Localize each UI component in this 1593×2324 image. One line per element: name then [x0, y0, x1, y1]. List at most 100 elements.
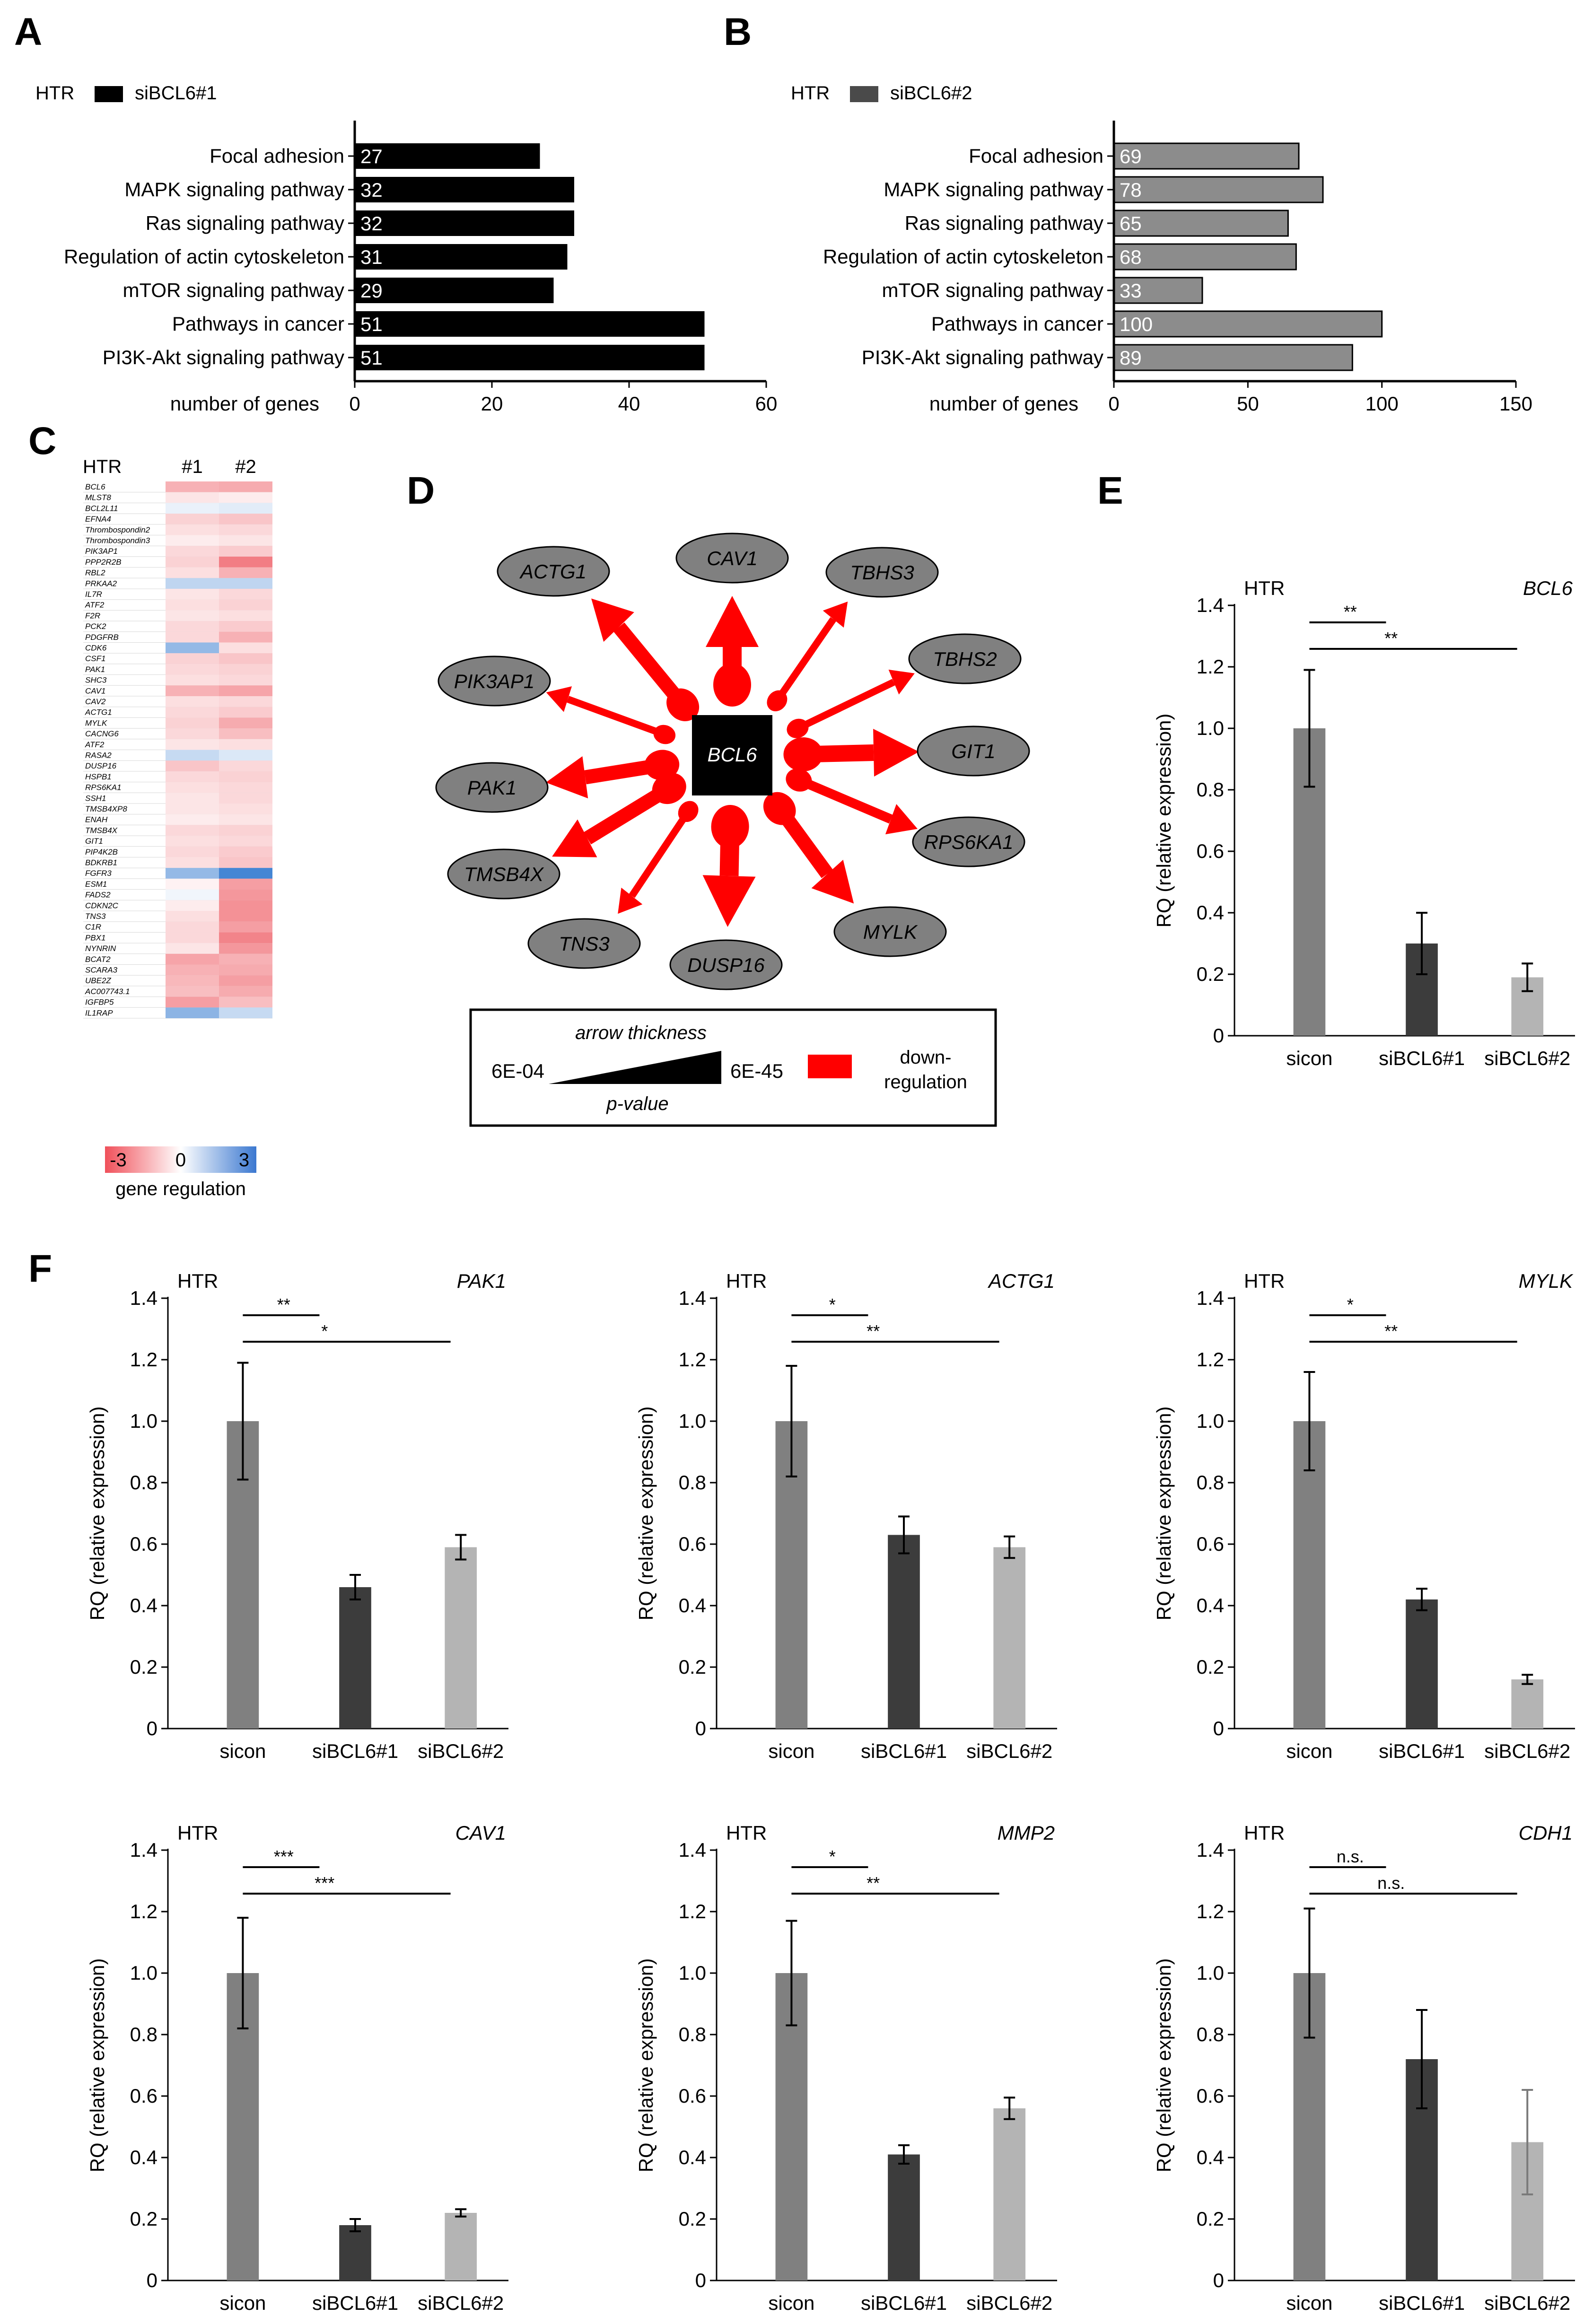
- heatmap-gene-label: ATF2: [85, 740, 105, 749]
- y-tick-label: 0.2: [130, 2208, 158, 2230]
- heatmap-title: HTR: [83, 456, 122, 477]
- bar: [1113, 344, 1353, 371]
- center-node-label: BCL6: [707, 743, 757, 766]
- heatmap-cell: [166, 889, 219, 900]
- y-tick-label: 1.4: [130, 1287, 158, 1309]
- y-tick-label: 1.2: [130, 1900, 158, 1922]
- arrow-head-mylk: [811, 859, 854, 904]
- panel-a: HTR siBCL6#1 Focal adhesion 27 MAPK signalin…: [35, 83, 777, 415]
- y-tick-label: 0: [1213, 2269, 1224, 2291]
- heatmap-gene-label: HSPB1: [85, 772, 112, 781]
- node-rps6ka1: [912, 816, 1025, 867]
- center-node: [692, 715, 772, 795]
- y-tick-label: 0: [147, 1717, 158, 1739]
- heatmap-cell: [166, 932, 219, 944]
- bar-value-label: 51: [360, 313, 383, 335]
- heatmap-cell: [219, 599, 272, 611]
- heatmap-gene-label: TMSB4X: [85, 826, 118, 835]
- color-scale-bar: [105, 1146, 256, 1173]
- cell-line-label: HTR: [726, 1270, 767, 1292]
- legend-cell-line: HTR: [791, 83, 830, 104]
- bar: [355, 244, 568, 270]
- y-tick-label: 0.2: [679, 1656, 706, 1678]
- gene-label: ACTG1: [987, 1270, 1055, 1292]
- panel-b: HTR siBCL6#2 Focal adhesion 69 MAPK signalin…: [791, 83, 1532, 415]
- heatmap-column-label: #1: [182, 456, 203, 477]
- node-label: TBHS2: [933, 648, 997, 670]
- legend-red-swatch: [808, 1055, 852, 1078]
- heatmap-cell: [219, 653, 272, 664]
- y-tick-label: 1.0: [1197, 1962, 1224, 1984]
- y-tick-label: 1.0: [1197, 1410, 1224, 1432]
- cell-line-label: HTR: [177, 1822, 218, 1844]
- heatmap-cell: [219, 610, 272, 621]
- heatmap-cell: [166, 653, 219, 664]
- heatmap-cell: [219, 760, 272, 771]
- heatmap-cell: [219, 556, 272, 568]
- heatmap-gene-label: NYNRIN: [85, 944, 116, 953]
- heatmap-gene-label: PIP4K2B: [85, 847, 118, 856]
- heatmap-cell: [166, 911, 219, 922]
- heatmap-gene-label: CSF1: [85, 654, 105, 663]
- heatmap-cell: [166, 546, 219, 557]
- heatmap-cell: [166, 975, 219, 986]
- heatmap-cell: [219, 589, 272, 600]
- heatmap-gene-label: PAK1: [85, 665, 105, 674]
- heatmap-cell: [219, 503, 272, 514]
- bar: [355, 143, 540, 169]
- edge-tail-cav1: [713, 663, 751, 707]
- heatmap-cell: [219, 621, 272, 632]
- x-tick-label: sicon: [1286, 2292, 1332, 2314]
- y-axis-label: RQ (relative expression): [635, 1407, 657, 1621]
- heatmap-gene-label: FADS2: [85, 891, 111, 900]
- significance-label: n.s.: [1377, 1873, 1405, 1893]
- significance-label: **: [867, 1321, 880, 1341]
- y-tick-label: 0.8: [679, 2023, 706, 2045]
- heatmap-cell: [166, 804, 219, 814]
- heatmap-cell: [219, 771, 272, 782]
- x-tick-label: 40: [618, 393, 640, 415]
- bar: [1113, 142, 1300, 170]
- y-tick-label: 0.8: [130, 2023, 158, 2045]
- edge-tns3: [629, 809, 691, 898]
- y-tick-label: 1.4: [679, 1839, 706, 1861]
- heatmap-gene-label: C1R: [85, 923, 101, 932]
- bar-sibcl62: [445, 1547, 477, 1729]
- bar: [1113, 176, 1324, 203]
- heatmap-cell: [166, 492, 219, 503]
- x-axis-label: number of genes: [170, 393, 319, 415]
- bar: [1113, 210, 1289, 237]
- y-tick-label: 0.6: [130, 1533, 158, 1555]
- legend-p-label: p-value: [606, 1093, 668, 1114]
- heatmap-cell: [166, 599, 219, 611]
- y-tick-label: 0.6: [1197, 1533, 1224, 1555]
- x-tick-label: 0: [349, 393, 360, 415]
- legend-label: siBCL6#1: [135, 83, 217, 104]
- node-tmsb4x: [447, 848, 560, 900]
- heatmap-cell: [166, 825, 219, 836]
- heatmap-gene-label: ESM1: [85, 880, 107, 889]
- heatmap-cell: [166, 664, 219, 675]
- y-tick-label: 0.6: [130, 2085, 158, 2107]
- heatmap-cell: [219, 836, 272, 847]
- heatmap-gene-label: ACTG1: [85, 708, 112, 717]
- x-axis-label: number of genes: [929, 393, 1078, 415]
- y-tick-label: 0.4: [130, 2146, 158, 2168]
- x-tick-label: sicon: [768, 1740, 814, 1762]
- arrow-head-tbhs2: [888, 669, 915, 695]
- legend-p-high: 6E-45: [730, 1060, 783, 1082]
- panel-f6: HTR CDH1 RQ (relative expression) 0 0.2 0.4 0.…: [1153, 1822, 1575, 2314]
- heatmap-cell: [219, 857, 272, 868]
- x-tick-label: sicon: [768, 2292, 814, 2314]
- heatmap-cell: [166, 514, 219, 524]
- significance-label: *: [321, 1321, 328, 1341]
- y-tick-label: 1.0: [1197, 717, 1224, 739]
- heatmap-gene-label: MYLK: [85, 718, 107, 727]
- heatmap-gene-label: Thrombospondin3: [85, 536, 150, 545]
- heatmap-cell: [166, 868, 219, 879]
- heatmap-cell: [219, 578, 272, 589]
- heatmap-cell: [219, 996, 272, 1008]
- node-tns3: [527, 918, 641, 969]
- x-tick-label: 0: [1108, 393, 1119, 415]
- edge-tbhs3: [774, 617, 837, 703]
